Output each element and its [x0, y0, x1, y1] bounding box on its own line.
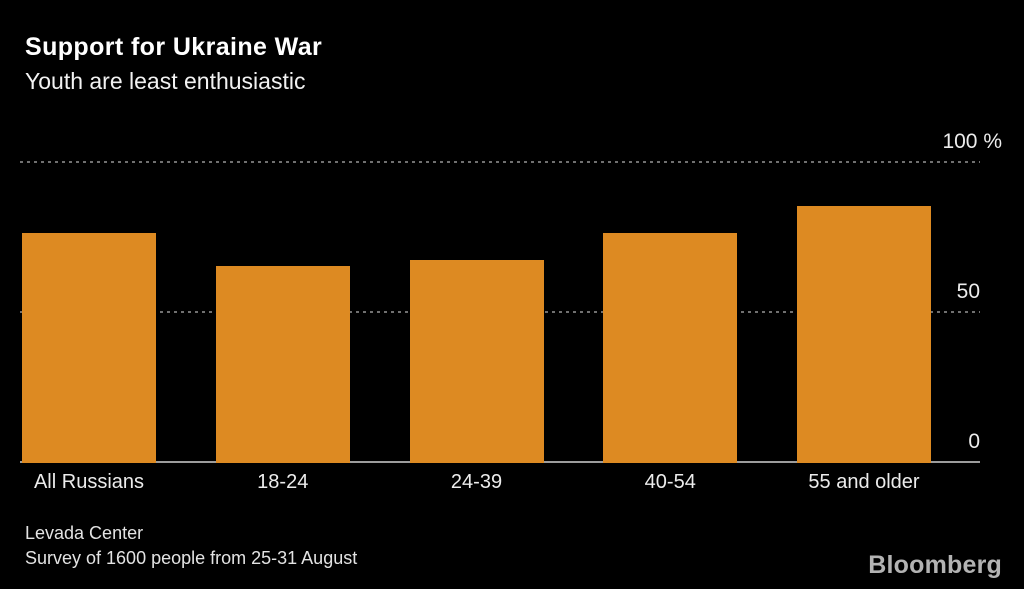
bar-55-and-older	[797, 206, 931, 463]
x-label-2: 24-39	[450, 471, 503, 493]
x-label-3: 40-54	[644, 471, 696, 493]
source-line-1: Levada Center	[25, 523, 144, 543]
bloomberg-logo: Bloomberg	[868, 551, 1002, 579]
bar-24-39	[409, 260, 544, 463]
chart-title: Support for Ukraine War	[25, 33, 323, 61]
source-line-2: Survey of 1600 people from 25-31 August	[25, 548, 358, 568]
bar-40-54	[603, 233, 738, 463]
bar-18-24	[215, 266, 350, 463]
y-tick-0: 0	[968, 430, 980, 453]
x-label-4: 55 and older	[808, 471, 920, 493]
gridline-100	[20, 161, 980, 163]
bars-layer	[20, 161, 980, 463]
x-label-1: 18-24	[257, 471, 309, 493]
y-tick-100: 100 %	[942, 130, 1002, 153]
y-tick-50: 50	[956, 280, 980, 303]
x-labels: All Russians 18-24 24-39 40-54 55 and older	[20, 471, 980, 499]
bar-all-russians	[22, 233, 156, 463]
x-label-0: All Russians	[33, 471, 145, 493]
chart-subtitle: Youth are least enthusiastic	[25, 68, 306, 94]
